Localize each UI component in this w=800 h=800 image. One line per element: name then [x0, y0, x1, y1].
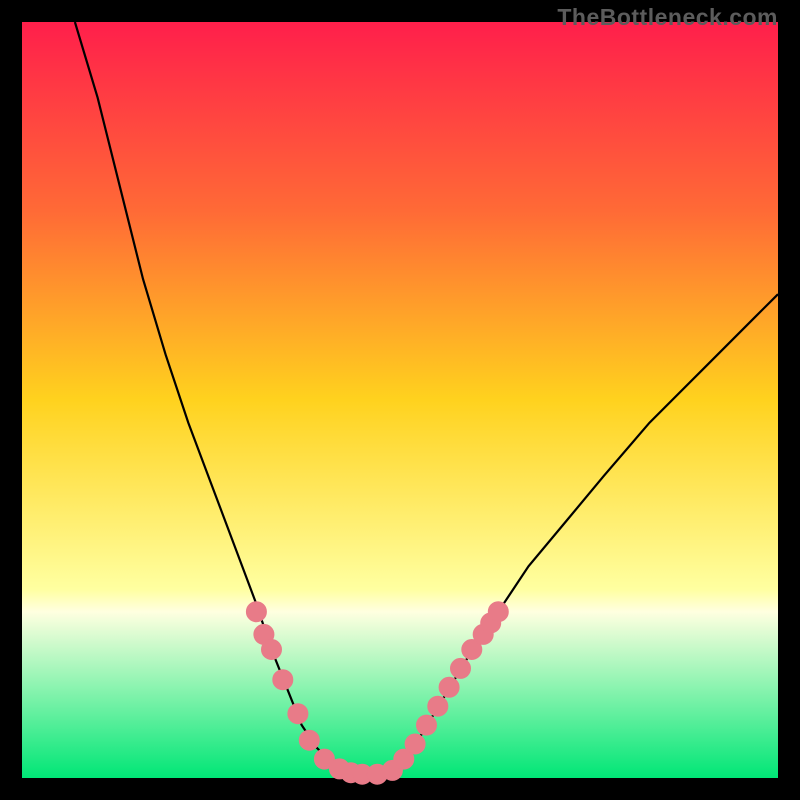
- data-marker: [451, 658, 471, 678]
- data-marker: [262, 640, 282, 660]
- chart-svg: [0, 0, 800, 800]
- data-marker: [273, 670, 293, 690]
- bottleneck-curve-right: [362, 294, 778, 775]
- data-marker: [246, 602, 266, 622]
- data-marker: [439, 677, 459, 697]
- chart-frame: TheBottleneck.com: [0, 0, 800, 800]
- data-marker: [417, 715, 437, 735]
- data-marker: [299, 730, 319, 750]
- bottleneck-curve-left: [75, 22, 362, 775]
- data-marker: [488, 602, 508, 622]
- data-marker: [428, 696, 448, 716]
- data-marker: [405, 734, 425, 754]
- data-marker: [288, 704, 308, 724]
